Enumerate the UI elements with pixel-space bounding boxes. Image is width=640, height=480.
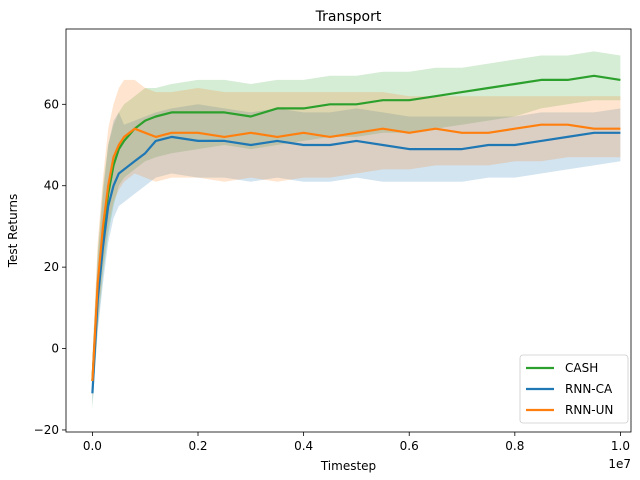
x-axis-label: Timestep	[320, 459, 376, 473]
band-rnn-ca	[92, 104, 621, 406]
plot-frame	[65, 28, 632, 433]
x-axis-offset-label: 1e7	[608, 457, 631, 471]
x-tick-label: 1.0	[611, 439, 630, 453]
chart-title: Transport	[315, 9, 382, 25]
legend-label: CASH	[565, 361, 598, 375]
y-tick-label: 0	[51, 342, 59, 356]
line-cash	[91, 74, 621, 382]
line-rnn-un	[91, 123, 621, 382]
series-lines	[91, 74, 621, 394]
y-tick-label: 20	[44, 260, 59, 274]
x-tick-label: 0.4	[294, 439, 313, 453]
x-tick-label: 0.8	[505, 439, 524, 453]
y-axis-ticks: −20 0 20 40 60	[34, 97, 66, 437]
band-rnn-un	[92, 79, 621, 398]
x-axis-ticks: 0.0 0.2 0.4 0.6 0.8 1.0	[83, 432, 630, 453]
x-tick-label: 0.6	[400, 439, 419, 453]
y-tick-label: −20	[34, 423, 59, 437]
legend-label: RNN-CA	[565, 382, 613, 396]
legend: CASH RNN-CA RNN-UN	[519, 354, 629, 424]
legend-label: RNN-UN	[565, 403, 613, 417]
legend-box	[519, 354, 629, 424]
x-tick-label: 0.2	[188, 439, 207, 453]
x-tick-label: 0.0	[83, 439, 102, 453]
line-rnn-ca	[91, 131, 621, 394]
y-tick-label: 60	[44, 97, 59, 111]
y-tick-label: 40	[44, 179, 59, 193]
y-axis-label: Test Returns	[6, 194, 20, 269]
